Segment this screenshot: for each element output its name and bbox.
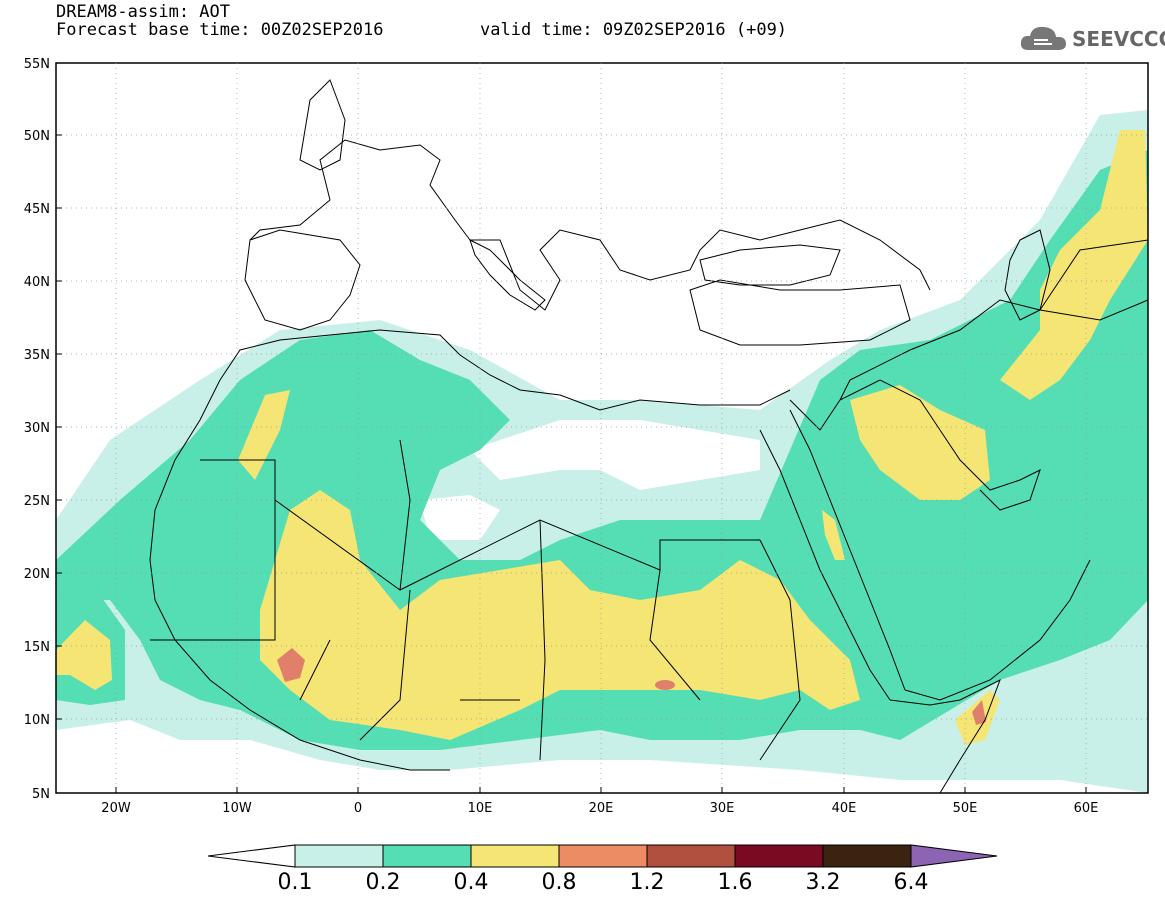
coast-iberia (244, 229, 361, 331)
aot-region-0.8-somalia (972, 700, 986, 725)
coast-europe (249, 139, 931, 311)
colorbar-swatch (734, 844, 824, 868)
colorbar-label: 3.2 (805, 870, 841, 895)
aot-clear-egypt (470, 420, 760, 490)
lat-label: 5N (32, 787, 50, 802)
colorbar-label: 0.4 (453, 870, 489, 895)
aot-region-0.4-atlantic (56, 620, 112, 690)
colorbar-swatch (470, 844, 560, 868)
title-line-model: DREAM8-assim: AOT (56, 2, 230, 22)
lat-label: 45N (24, 202, 50, 217)
lat-label: 30N (24, 421, 50, 436)
coast-persian-gulf (939, 429, 1041, 511)
lon-label: 20W (101, 801, 131, 816)
borders-middle-east (789, 239, 1148, 431)
aot-region-0.4-sahel (260, 490, 860, 740)
coast-caspian (1004, 229, 1051, 321)
map-frame (55, 62, 1149, 794)
coast-arabia-south (904, 559, 1091, 701)
aot-region-0.4-iraq (850, 385, 990, 500)
lon-label: 30E (710, 801, 735, 816)
aot-region-0.8-sudan (655, 680, 675, 690)
lat-label: 15N (24, 640, 50, 655)
lat-label: 50N (24, 129, 50, 144)
lat-label: 20N (24, 567, 50, 582)
colorbar-swatch (294, 844, 384, 868)
lon-label: 10E (468, 801, 493, 816)
coast-north-africa (219, 329, 791, 411)
coast-turkey (689, 279, 911, 346)
lat-label: 55N (24, 57, 50, 72)
colorbar-high-arrow (910, 844, 998, 868)
logo-text: SEEVCCC (1072, 27, 1165, 51)
lat-label: 10N (24, 713, 50, 728)
aot-region-0.4-central-asia (1000, 130, 1148, 400)
lon-label: 0 (354, 801, 362, 816)
aot-field (56, 110, 1148, 793)
lat-label: 25N (24, 494, 50, 509)
coastlines (149, 79, 1148, 793)
colorbar (207, 844, 998, 868)
cloud-icon (1020, 26, 1066, 50)
aot-region-0.4-redsea (822, 510, 845, 560)
seevccc-logo: SEEVCCC (1018, 22, 1165, 56)
colorbar-low-arrow (207, 844, 296, 868)
colorbar-label: 0.1 (277, 870, 313, 895)
colorbar-swatch (382, 844, 472, 868)
colorbar-label: 0.2 (365, 870, 401, 895)
graticule (56, 63, 1148, 793)
lon-label: 60E (1074, 801, 1099, 816)
title-line-valid-time: valid time: 09Z02SEP2016 (+09) (480, 20, 788, 40)
coast-black-sea (699, 244, 841, 286)
colorbar-swatch (822, 844, 912, 868)
lat-label: 35N (24, 348, 50, 363)
coast-horn-africa (889, 678, 1001, 793)
title-line-base-time: Forecast base time: 00Z02SEP2016 (56, 20, 384, 40)
colorbar-label: 0.8 (541, 870, 577, 895)
lon-label: 20E (589, 801, 614, 816)
lon-label: 50E (953, 801, 978, 816)
colorbar-label: 1.2 (629, 870, 665, 895)
aot-region-0.8-mali (277, 648, 305, 682)
colorbar-swatch (558, 844, 648, 868)
borders-africa (150, 439, 801, 761)
ticks (56, 62, 1087, 794)
lon-label: 40E (832, 801, 857, 816)
colorbar-label: 1.6 (717, 870, 753, 895)
coast-red-sea-east (789, 409, 906, 691)
lon-label: 10W (222, 801, 252, 816)
colorbar-label: 6.4 (893, 870, 929, 895)
coast-italy (469, 239, 546, 311)
coast-red-sea-west (759, 429, 891, 701)
coast-britain (299, 79, 346, 171)
lat-label: 40N (24, 275, 50, 290)
colorbar-swatch (646, 844, 736, 868)
aot-region-0.4-morocco (238, 390, 290, 480)
